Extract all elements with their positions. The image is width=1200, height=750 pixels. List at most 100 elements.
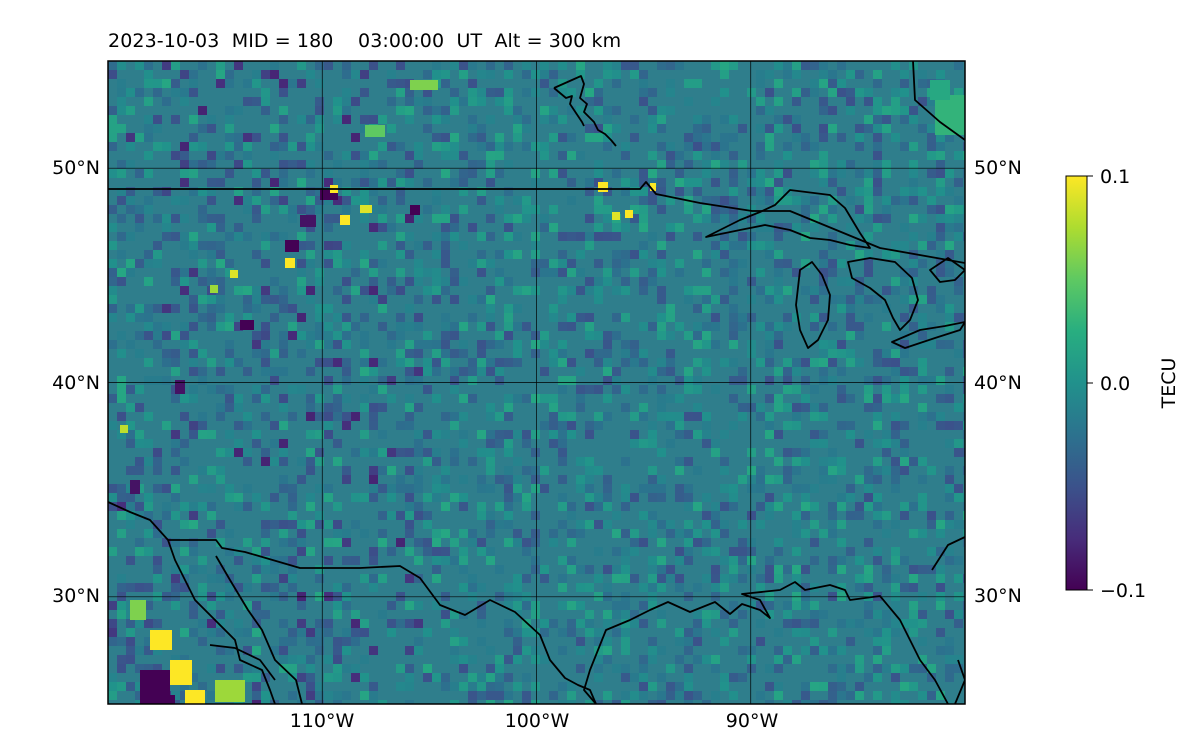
heatmap-cell — [513, 322, 522, 331]
colorbar-title: TECU — [1158, 358, 1180, 410]
heatmap-cell — [711, 691, 720, 700]
heatmap-cell — [765, 682, 774, 691]
heatmap-cell — [189, 88, 198, 97]
heatmap-cell — [315, 628, 324, 637]
heatmap-cell — [216, 241, 225, 250]
heatmap-cell — [819, 610, 828, 619]
heatmap-cell — [117, 106, 126, 115]
heatmap-cell — [171, 214, 180, 223]
heatmap-cell — [189, 565, 198, 574]
heatmap-cell — [288, 511, 297, 520]
heatmap-cell — [288, 556, 297, 565]
heatmap-cell — [477, 673, 486, 682]
heatmap-cell — [720, 115, 729, 124]
heatmap-cell — [918, 493, 927, 502]
heatmap-cell — [270, 646, 279, 655]
heatmap-cell — [486, 439, 495, 448]
heatmap-cell — [927, 286, 936, 295]
heatmap-cell — [207, 484, 216, 493]
heatmap-cell — [810, 142, 819, 151]
heatmap-cell — [630, 187, 639, 196]
heatmap-cell — [819, 133, 828, 142]
heatmap-cell — [756, 466, 765, 475]
heatmap-cell — [810, 538, 819, 547]
heatmap-cell — [171, 232, 180, 241]
heatmap-cell — [450, 295, 459, 304]
heatmap-cell — [171, 79, 180, 88]
heatmap-cell — [801, 286, 810, 295]
heatmap-cell — [252, 430, 261, 439]
heatmap-cell — [846, 277, 855, 286]
heatmap-cell — [774, 331, 783, 340]
heatmap-cell — [927, 169, 936, 178]
heatmap-cell — [396, 187, 405, 196]
lon-tick-label: 90°W — [726, 710, 779, 732]
heatmap-cell — [216, 223, 225, 232]
heatmap-cell — [387, 484, 396, 493]
heatmap-cell — [306, 241, 315, 250]
heatmap-cell — [855, 583, 864, 592]
heatmap-cell — [774, 403, 783, 412]
heatmap-cell — [945, 556, 954, 565]
heatmap-cell — [900, 385, 909, 394]
heatmap-cell — [468, 313, 477, 322]
pacific-coast — [108, 501, 276, 704]
heatmap-cell — [639, 385, 648, 394]
heatmap-cell — [171, 538, 180, 547]
heatmap-cell — [189, 133, 198, 142]
heatmap-cell — [603, 655, 612, 664]
heatmap-cell — [567, 322, 576, 331]
heatmap-cell — [171, 448, 180, 457]
heatmap-cell — [603, 475, 612, 484]
heatmap-cell — [288, 304, 297, 313]
heatmap-cell — [648, 169, 657, 178]
heatmap-cell — [279, 286, 288, 295]
heatmap-cell — [117, 637, 126, 646]
heatmap-cell — [468, 169, 477, 178]
heatmap-cell — [315, 574, 324, 583]
heatmap-cell — [423, 178, 432, 187]
heatmap-cell — [324, 484, 333, 493]
heatmap-cell — [369, 484, 378, 493]
heatmap-cell — [765, 574, 774, 583]
heatmap-cell — [657, 259, 666, 268]
heatmap-cell — [729, 268, 738, 277]
heatmap-cell — [747, 646, 756, 655]
heatmap-cell — [747, 484, 756, 493]
heatmap-cell — [801, 457, 810, 466]
heatmap-cell — [909, 583, 918, 592]
heatmap-cell — [594, 466, 603, 475]
heatmap-cell — [450, 682, 459, 691]
heatmap-cell — [819, 367, 828, 376]
heatmap-cell — [216, 61, 225, 70]
heatmap-cell — [468, 223, 477, 232]
heatmap-cell — [270, 421, 279, 430]
heatmap-cell — [261, 394, 270, 403]
heatmap-cell — [693, 376, 702, 385]
heatmap-cell — [702, 133, 711, 142]
heatmap-cell — [783, 286, 792, 295]
heatmap-cell — [954, 277, 963, 286]
heatmap-cell — [936, 340, 945, 349]
heatmap-cell — [864, 169, 873, 178]
heatmap-cell — [549, 538, 558, 547]
heatmap-cell — [756, 583, 765, 592]
heatmap-cell — [549, 205, 558, 214]
heatmap-cell — [810, 88, 819, 97]
heatmap-cell — [180, 457, 189, 466]
heatmap-cell — [648, 520, 657, 529]
heatmap-cell — [585, 286, 594, 295]
heatmap-cell — [252, 664, 261, 673]
heatmap-cell — [954, 286, 963, 295]
heatmap-cell — [117, 88, 126, 97]
heatmap-cell — [279, 178, 288, 187]
heatmap-cell — [261, 457, 270, 466]
heatmap-cell — [756, 178, 765, 187]
heatmap-cell — [531, 349, 540, 358]
heatmap-cell — [126, 160, 135, 169]
heatmap-cell — [234, 583, 243, 592]
heatmap-cell — [396, 322, 405, 331]
heatmap-cell — [774, 259, 783, 268]
heatmap-cell — [963, 493, 965, 502]
heatmap-cell — [954, 403, 963, 412]
